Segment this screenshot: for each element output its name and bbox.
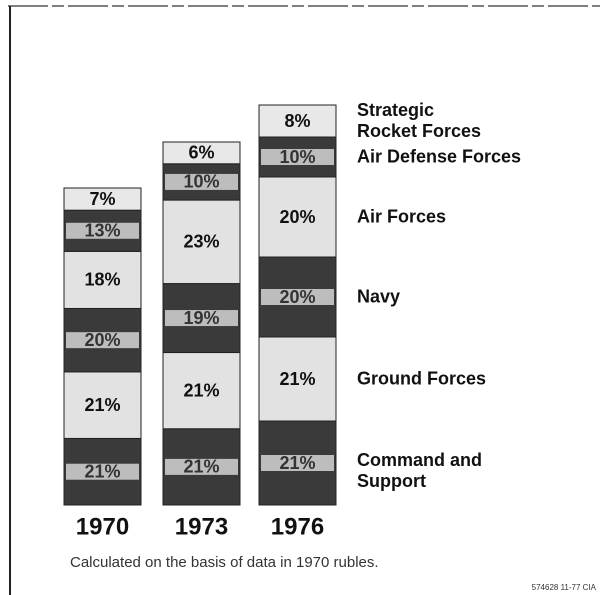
value-label: 23% xyxy=(183,232,219,252)
value-label: 8% xyxy=(284,111,310,131)
value-label: 10% xyxy=(279,147,315,167)
bar-segment xyxy=(162,141,241,165)
value-label: 21% xyxy=(183,380,219,400)
value-label: 18% xyxy=(84,270,120,290)
value-label: 20% xyxy=(279,287,315,307)
bar-segment xyxy=(63,250,142,309)
bar-segment xyxy=(63,371,142,439)
label-band xyxy=(165,173,238,190)
value-label: 7% xyxy=(89,189,115,209)
value-label: 13% xyxy=(84,221,120,241)
value-label: 10% xyxy=(183,172,219,192)
x-tick-label: 1970 xyxy=(76,513,129,540)
value-label: 20% xyxy=(279,207,315,227)
label-band xyxy=(261,455,334,471)
legend-label: Air Forces xyxy=(357,206,447,227)
label-band xyxy=(261,289,334,305)
value-label: 19% xyxy=(183,308,219,328)
value-label: 21% xyxy=(84,461,120,481)
bar-segment xyxy=(258,176,337,258)
legend-label: Strategic Rocket Forces xyxy=(357,100,482,141)
caption: Calculated on the basis of data in 1970 … xyxy=(70,554,379,571)
bar-segment xyxy=(162,352,241,430)
legend-label: Ground Forces xyxy=(357,368,487,389)
label-band xyxy=(66,463,139,480)
value-label: 21% xyxy=(84,395,120,415)
bar-segment xyxy=(258,104,337,138)
value-label: 21% xyxy=(279,453,315,473)
value-label: 6% xyxy=(188,143,214,163)
label-band xyxy=(165,310,238,327)
label-band xyxy=(165,458,238,475)
value-label: 20% xyxy=(84,330,120,350)
x-tick-label: 1973 xyxy=(175,513,228,540)
value-label: 21% xyxy=(183,457,219,477)
legend-label: Command and Support xyxy=(357,450,483,491)
legend-label: Navy xyxy=(357,286,401,307)
label-band xyxy=(261,149,334,165)
x-tick-label: 1976 xyxy=(271,513,324,540)
label-band xyxy=(66,332,139,349)
label-band xyxy=(66,222,139,239)
value-label: 21% xyxy=(279,369,315,389)
bar-segment xyxy=(63,187,142,211)
bar-segment xyxy=(162,199,241,285)
legend-label: Air Defense Forces xyxy=(357,146,522,167)
footnote: 574628 11-77 CIA xyxy=(532,583,597,592)
